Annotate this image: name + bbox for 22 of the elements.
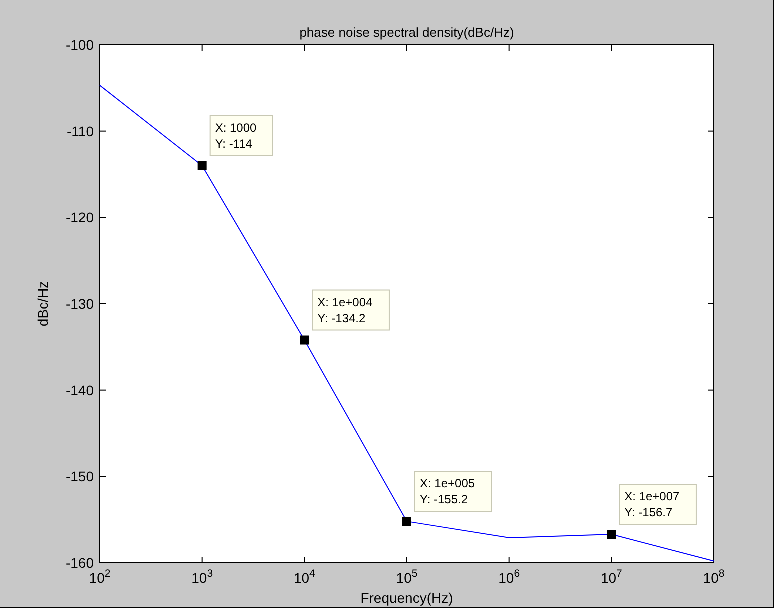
y-tick-label: -130 [66, 296, 94, 312]
x-tick-label: 10$^{3}$ [192, 568, 214, 586]
annotation: X: 1e+004 Y: -134.2 [318, 295, 374, 326]
annotation: X: 1e+005 Y: -155.2 [420, 476, 476, 507]
x-axis-title: Frequency(Hz) [360, 590, 454, 606]
y-tick-label: -120 [66, 210, 94, 226]
y-tick-label: -100 [66, 37, 94, 53]
x-tick-label: 10$^{6}$ [498, 568, 520, 586]
y-tick-label: -160 [66, 555, 94, 571]
line-series [100, 85, 714, 562]
y-tick-label: -150 [66, 468, 94, 485]
y-axis-title: dBc/Hz [35, 281, 51, 327]
x-tick-label: 10$^{4}$ [294, 568, 316, 586]
y-tick-label: -140 [66, 382, 94, 398]
x-tick-label: 10$^{8}$ [703, 568, 725, 586]
annotation: X: 1e+007 Y: -156.7 [624, 490, 680, 520]
x-tick-label: 10$^{2}$ [89, 568, 111, 586]
x-tick-label: 10$^{7}$ [600, 568, 623, 586]
chart-title: phase noise spectral density(dBc/Hz) [300, 25, 514, 40]
x-tick-label: 10$^{5}$ [396, 568, 418, 586]
annotation: X: 1000 Y: -114 [215, 120, 258, 151]
y-tick-label: -110 [67, 123, 94, 140]
